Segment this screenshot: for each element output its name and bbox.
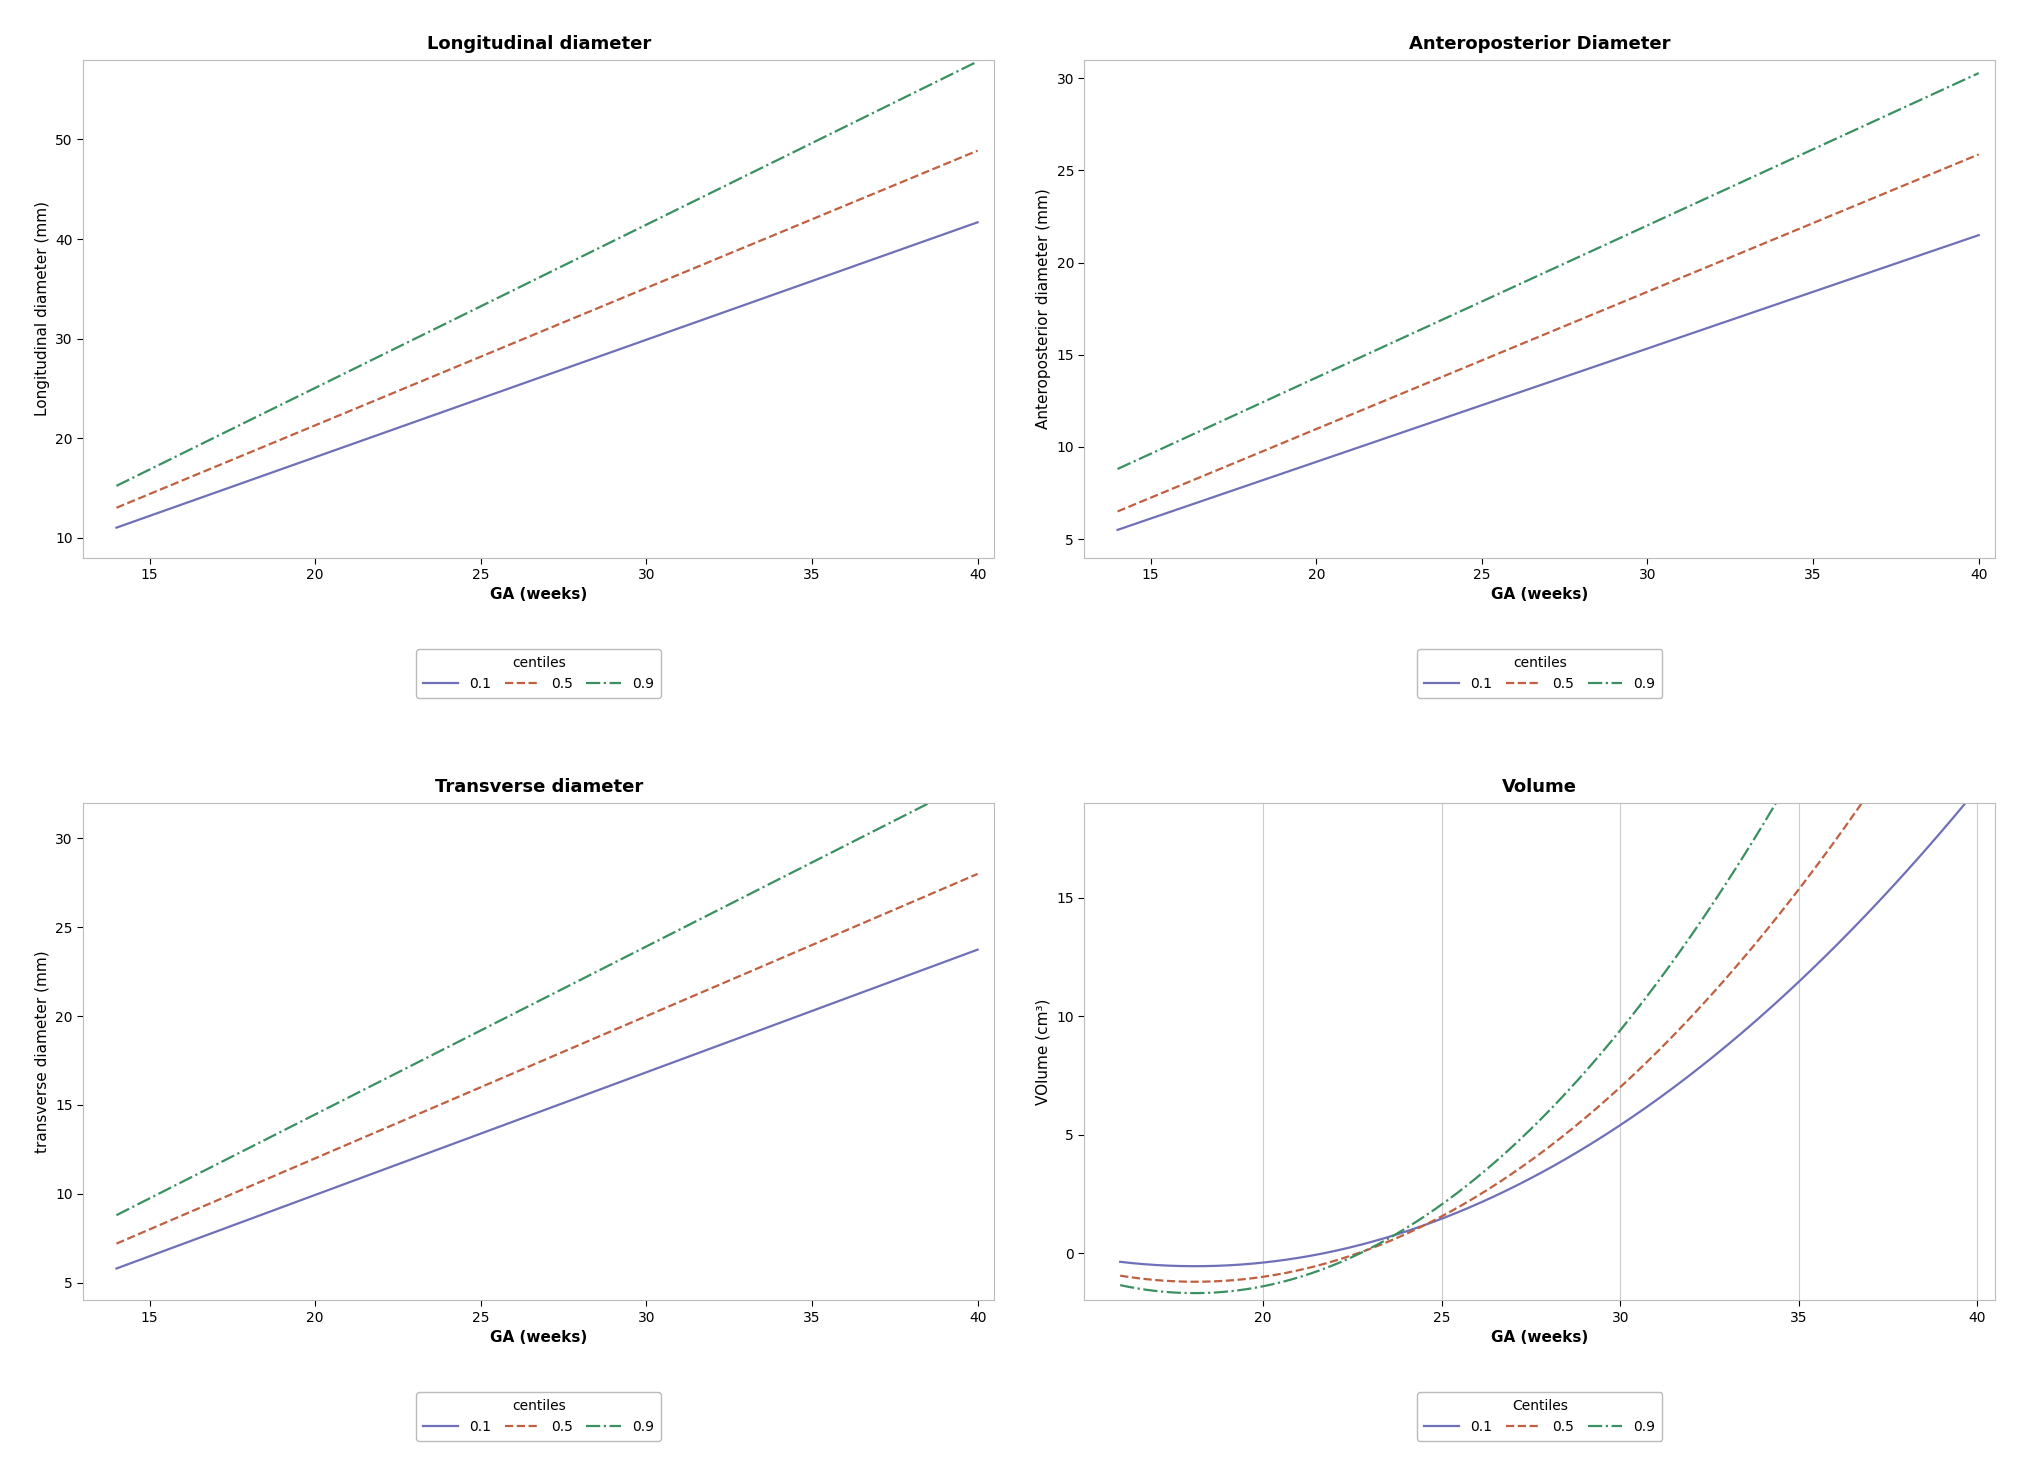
Title: Longitudinal diameter: Longitudinal diameter: [426, 34, 652, 53]
Legend: 0.1, 0.5, 0.9: 0.1, 0.5, 0.9: [416, 1392, 662, 1441]
Y-axis label: Anteroposterior diameter (mm): Anteroposterior diameter (mm): [1035, 188, 1052, 429]
Y-axis label: transverse diameter (mm): transverse diameter (mm): [35, 951, 49, 1154]
Legend: 0.1, 0.5, 0.9: 0.1, 0.5, 0.9: [416, 649, 662, 698]
X-axis label: GA (weeks): GA (weeks): [1492, 587, 1589, 602]
Title: Transverse diameter: Transverse diameter: [434, 778, 644, 796]
Title: Volume: Volume: [1502, 778, 1577, 796]
Y-axis label: VOlume (cm³): VOlume (cm³): [1035, 998, 1052, 1105]
Title: Anteroposterior Diameter: Anteroposterior Diameter: [1409, 34, 1671, 53]
X-axis label: GA (weeks): GA (weeks): [489, 587, 587, 602]
Legend: 0.1, 0.5, 0.9: 0.1, 0.5, 0.9: [1417, 1392, 1663, 1441]
X-axis label: GA (weeks): GA (weeks): [1492, 1331, 1589, 1346]
Y-axis label: Longitudinal diameter (mm): Longitudinal diameter (mm): [35, 201, 49, 416]
X-axis label: GA (weeks): GA (weeks): [489, 1331, 587, 1346]
Legend: 0.1, 0.5, 0.9: 0.1, 0.5, 0.9: [1417, 649, 1663, 698]
